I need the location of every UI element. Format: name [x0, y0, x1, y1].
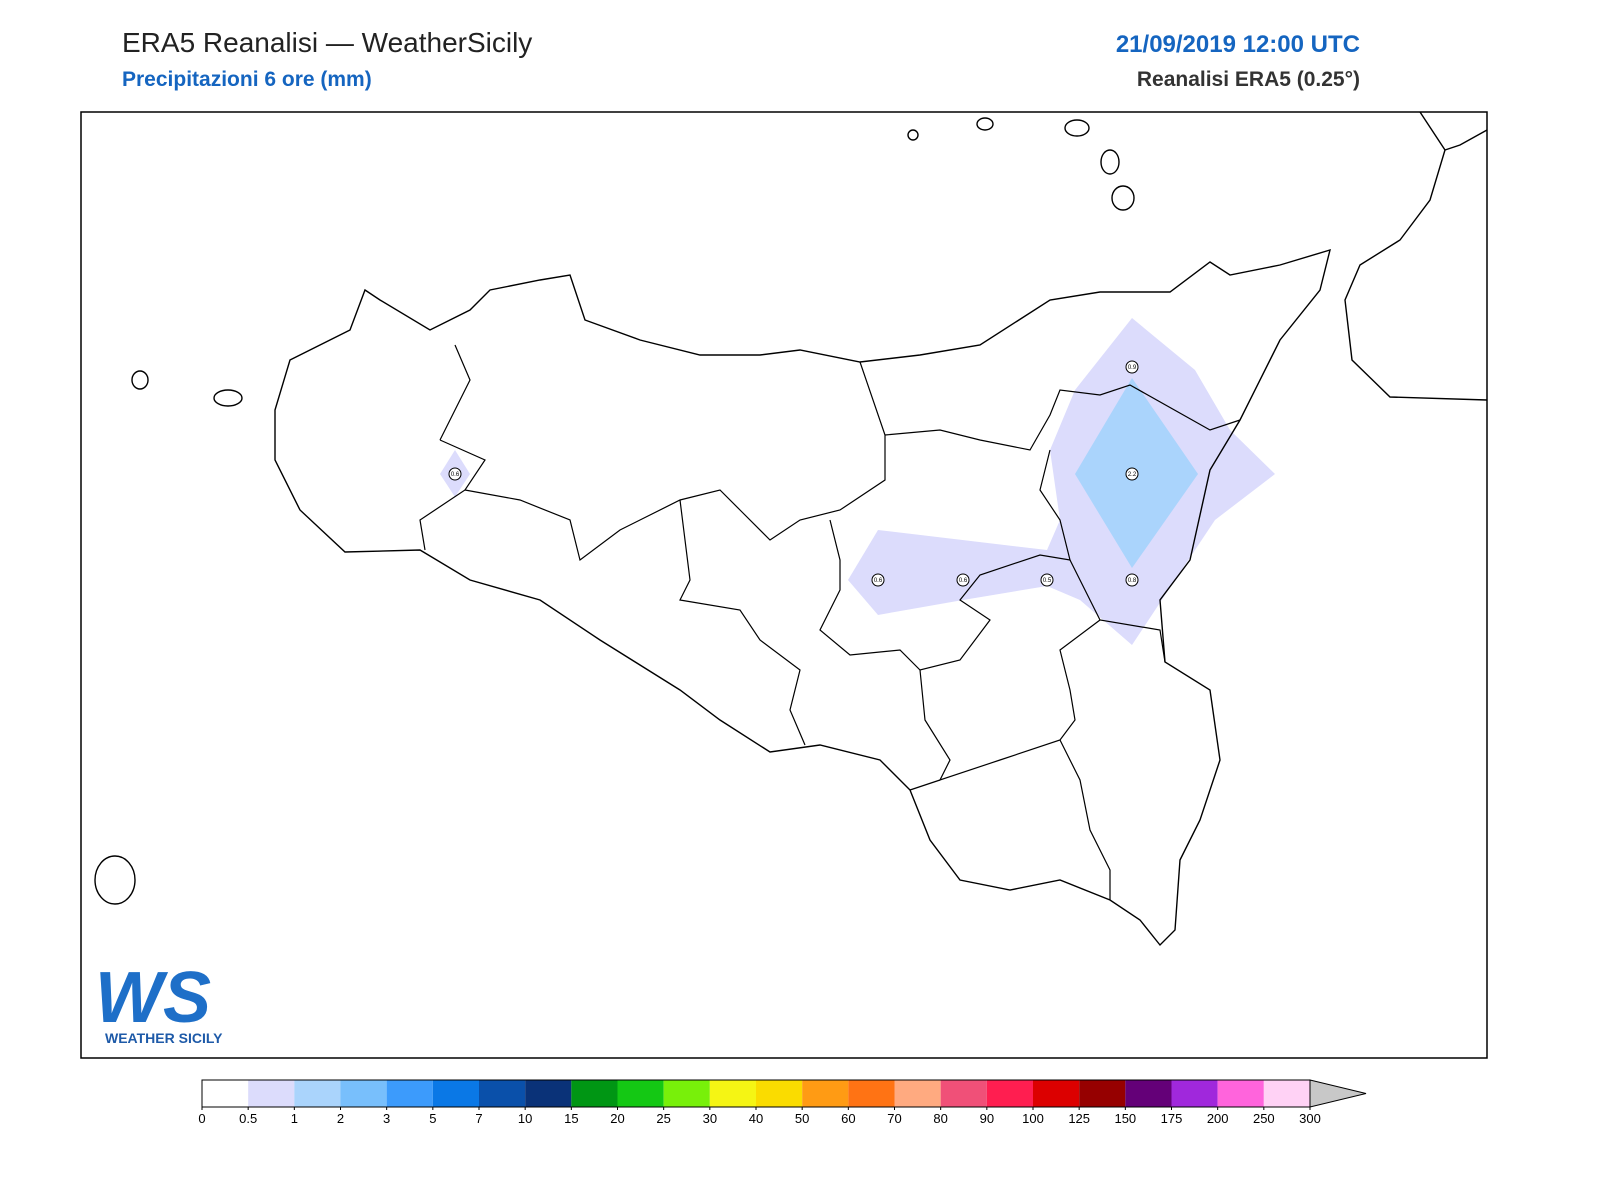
- calabria-coast-north: [1444, 129, 1488, 151]
- title: ERA5 Reanalisi — WeatherSicily: [122, 27, 532, 58]
- colorbar-label: 25: [656, 1111, 670, 1126]
- colorbar-segment: [1125, 1080, 1172, 1107]
- point-marker: [1040, 573, 1054, 587]
- island: [131, 370, 149, 390]
- colorbar-label: 7: [475, 1111, 482, 1126]
- point-marker: [871, 573, 885, 587]
- colorbar-label: 50: [795, 1111, 809, 1126]
- colorbar-segment: [202, 1080, 249, 1107]
- point-marker: [448, 467, 462, 481]
- station-points: 0.6 0.6 0.6 0.5 0.9 2.2 0.8: [448, 360, 1139, 587]
- border: [1069, 559, 1166, 663]
- colorbar-segment: [894, 1080, 941, 1107]
- colorbar-extend: [1309, 1079, 1367, 1108]
- point-label: 0.8: [1128, 578, 1137, 584]
- colorbar-segment: [340, 1080, 387, 1107]
- colorbar-label: 1: [291, 1111, 298, 1126]
- point-label: 0.9: [1128, 365, 1137, 371]
- colorbar-segment: [802, 1080, 849, 1107]
- colorbar-label: 80: [933, 1111, 947, 1126]
- colorbar-label: 250: [1253, 1111, 1275, 1126]
- point-label: 0.5: [1043, 578, 1052, 584]
- colorbar-label: 0.5: [239, 1111, 257, 1126]
- colorbar-segment: [248, 1080, 295, 1107]
- point-marker: [1125, 467, 1139, 481]
- colorbar-segment: [756, 1080, 803, 1107]
- precip-area: [848, 318, 1275, 645]
- island: [213, 389, 243, 407]
- colorbar-label: 2: [337, 1111, 344, 1126]
- colorbar-label: 0: [198, 1111, 205, 1126]
- colorbar-segment: [386, 1080, 433, 1107]
- point-label: 0.6: [451, 472, 460, 478]
- colorbar-segment: [940, 1080, 987, 1107]
- island: [94, 855, 136, 905]
- border: [1059, 739, 1111, 900]
- coastlines: [94, 111, 1488, 947]
- island: [1064, 119, 1090, 137]
- border: [439, 344, 471, 441]
- colorbar-label: 125: [1068, 1111, 1090, 1126]
- subtitle: Precipitazioni 6 ore (mm): [122, 68, 372, 91]
- point-label: 0.6: [874, 578, 883, 584]
- colorbar-label: 175: [1161, 1111, 1183, 1126]
- logo: WS WEATHER SICILY: [95, 958, 223, 1046]
- island: [1111, 185, 1135, 211]
- colorbar-segment: [1033, 1080, 1080, 1107]
- colorbar-segment: [709, 1080, 756, 1107]
- island: [976, 117, 994, 131]
- colorbar-segment: [1171, 1080, 1218, 1107]
- calabria-coast: [1344, 111, 1488, 401]
- point-marker: [1125, 573, 1139, 587]
- colorbar-segment: [848, 1080, 895, 1107]
- colorbar-segment: [1079, 1080, 1126, 1107]
- border: [909, 779, 941, 791]
- island: [1100, 149, 1120, 175]
- logo-mark: WS: [95, 958, 211, 1038]
- point-label: 2.2: [1128, 472, 1137, 478]
- border: [884, 384, 1241, 451]
- colorbar-segment: [525, 1080, 572, 1107]
- map-frame: [80, 111, 1488, 1059]
- border: [464, 361, 886, 562]
- colorbar-segment: [663, 1080, 710, 1107]
- colorbar-segment: [479, 1080, 526, 1107]
- border: [679, 499, 806, 746]
- colorbar-label: 90: [980, 1111, 994, 1126]
- colorbar-label: 100: [1022, 1111, 1044, 1126]
- colorbar-label: 3: [383, 1111, 390, 1126]
- colorbar-label: 40: [749, 1111, 763, 1126]
- datetime: 21/09/2019 12:00 UTC: [1116, 31, 1360, 58]
- island: [907, 129, 919, 141]
- colorbar-label: 5: [429, 1111, 436, 1126]
- colorbar-label: 10: [518, 1111, 532, 1126]
- colorbar: 0 0.5 1 2 3 5 7 10 15 20 25 30 40 50 60 70 80 90 100 125 150…: [198, 1079, 1367, 1126]
- colorbar-segment: [432, 1080, 479, 1107]
- point-marker: [956, 573, 970, 587]
- colorbar-label: 200: [1207, 1111, 1229, 1126]
- colorbar-segment: [1263, 1080, 1310, 1107]
- point-label: 0.6: [959, 578, 968, 584]
- colorbar-segment: [294, 1080, 341, 1107]
- colorbar-segment: [986, 1080, 1033, 1107]
- colorbar-label: 60: [841, 1111, 855, 1126]
- colorbar-segment: [1217, 1080, 1264, 1107]
- province-borders: [419, 344, 1241, 900]
- logo-text: WEATHER SICILY: [105, 1030, 223, 1046]
- point-marker: [1125, 360, 1139, 374]
- colorbar-label: 20: [610, 1111, 624, 1126]
- colorbar-label: 70: [887, 1111, 901, 1126]
- colorbar-segment: [617, 1080, 664, 1107]
- colorbar-label: 30: [703, 1111, 717, 1126]
- sicily-coast: [274, 248, 1331, 947]
- colorbar-segment: [571, 1080, 618, 1107]
- border: [819, 449, 1071, 671]
- border: [919, 619, 1101, 782]
- colorbar-label: 300: [1299, 1111, 1321, 1126]
- colorbar-label: 150: [1114, 1111, 1136, 1126]
- colorbar-label: 15: [564, 1111, 578, 1126]
- source: Reanalisi ERA5 (0.25°): [1137, 68, 1360, 91]
